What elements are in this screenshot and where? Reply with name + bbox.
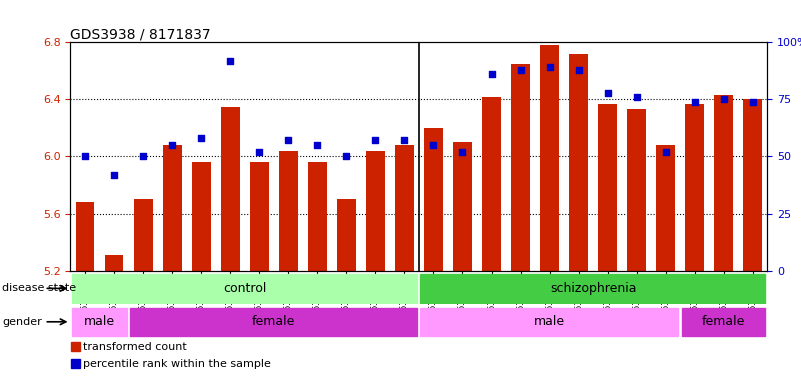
Point (253, 149, 266, 155)
Bar (540, 45, 559, 271)
Bar (453, 142, 472, 271)
Bar (71, 343, 79, 351)
Bar (250, 162, 268, 271)
Bar (75, 202, 95, 271)
Bar (130, 308, 417, 336)
Point (456, 149, 469, 155)
Point (630, 94, 643, 100)
Point (340, 154, 352, 160)
Point (107, 172, 120, 178)
Text: percentile rank within the sample: percentile rank within the sample (83, 359, 271, 369)
Bar (743, 99, 763, 271)
Bar (395, 145, 414, 271)
Point (369, 137, 382, 144)
Point (602, 89, 614, 96)
Bar (308, 162, 327, 271)
Bar (714, 95, 733, 271)
Text: control: control (223, 282, 267, 295)
Point (718, 96, 731, 103)
Bar (279, 151, 298, 271)
Text: schizophrenia: schizophrenia (550, 282, 636, 295)
Bar (71, 359, 79, 368)
Point (223, 58, 236, 64)
Point (747, 99, 759, 105)
Text: female: female (702, 315, 746, 328)
Point (485, 71, 498, 77)
Text: gender: gender (2, 317, 42, 327)
Point (543, 64, 556, 70)
Text: disease state: disease state (2, 283, 77, 293)
Point (195, 135, 207, 141)
Bar (191, 162, 211, 271)
Point (398, 137, 411, 144)
Bar (656, 145, 675, 271)
Text: GDS3938 / 8171837: GDS3938 / 8171837 (70, 27, 211, 41)
Point (514, 66, 527, 73)
Point (78, 154, 91, 160)
Bar (163, 145, 182, 271)
Text: male: male (534, 315, 566, 328)
Text: transformed count: transformed count (83, 342, 187, 352)
Bar (337, 199, 356, 271)
Bar (570, 54, 588, 271)
Bar (511, 64, 530, 271)
Text: female: female (252, 315, 296, 328)
Bar (421, 308, 678, 336)
Text: male: male (84, 315, 115, 328)
Point (137, 154, 150, 160)
Point (282, 137, 295, 144)
Bar (105, 255, 123, 271)
Bar (686, 104, 704, 271)
Bar (421, 274, 765, 303)
Bar (134, 199, 152, 271)
Bar (72, 274, 417, 303)
Point (688, 99, 701, 105)
Point (427, 142, 440, 148)
Point (311, 142, 324, 148)
Bar (366, 151, 384, 271)
Point (166, 142, 179, 148)
Bar (682, 308, 765, 336)
Bar (424, 128, 443, 271)
Point (659, 149, 672, 155)
Bar (482, 96, 501, 271)
Bar (72, 308, 127, 336)
Bar (627, 109, 646, 271)
Point (572, 66, 585, 73)
Bar (598, 104, 617, 271)
Bar (221, 106, 239, 271)
